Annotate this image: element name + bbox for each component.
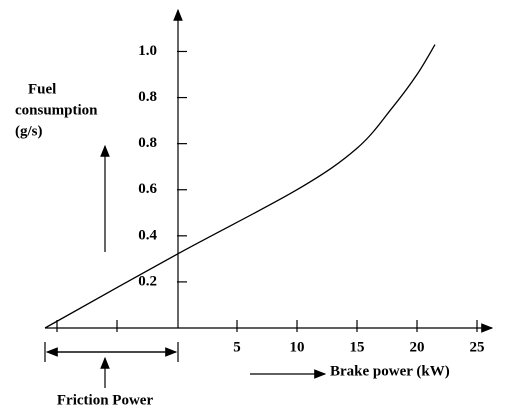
y-label: consumption (15, 102, 98, 118)
x-tick-label: 5 (233, 339, 241, 355)
y-tick-label: 0.6 (138, 181, 157, 197)
y-tick-label: 0.2 (138, 273, 157, 289)
y-tick-label: 0.4 (138, 227, 157, 243)
line (44, 44, 436, 329)
x-tick-label: 20 (410, 339, 425, 355)
y-tick-label: 0.8 (138, 135, 157, 151)
y-tick-label: 1.0 (138, 43, 157, 59)
y-label: (g/s) (15, 123, 43, 139)
annotation: Friction Power (57, 392, 154, 408)
x-tick-label: 10 (290, 339, 305, 355)
y-tick-label: 0.8 (138, 89, 157, 105)
x-tick-label: 25 (470, 339, 485, 355)
x-label: Brake power (kW) (330, 363, 450, 379)
x-tick-label: 15 (350, 339, 365, 355)
y-label: Fuel (28, 81, 56, 97)
